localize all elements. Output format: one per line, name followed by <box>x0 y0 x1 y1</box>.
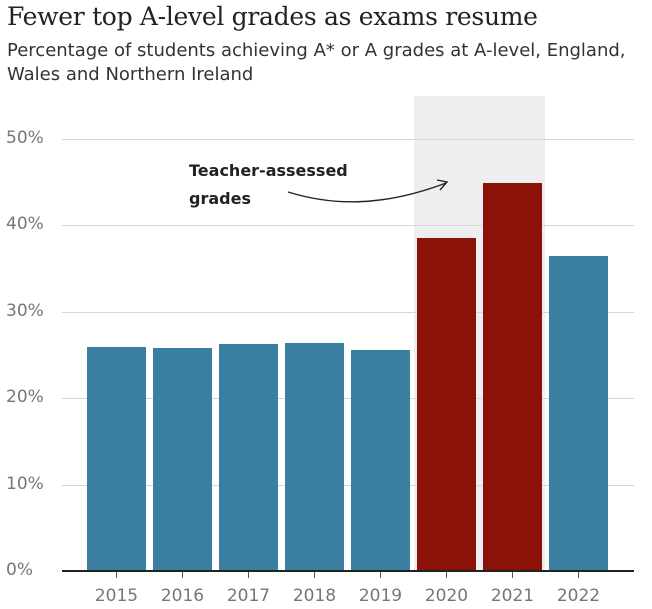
y-axis-label: 20% <box>6 387 44 407</box>
x-tick <box>512 572 513 578</box>
x-axis-label: 2021 <box>490 586 535 606</box>
x-axis-label: 2020 <box>424 586 469 606</box>
x-axis-label: 2022 <box>556 586 601 606</box>
gridline <box>62 312 634 313</box>
gridline <box>62 398 634 399</box>
y-axis-label: 10% <box>6 474 44 494</box>
chart-title: Fewer top A-level grades as exams resume <box>7 2 538 31</box>
bar-2016 <box>153 347 212 571</box>
bar-2015 <box>87 346 146 571</box>
x-tick <box>182 572 183 578</box>
x-axis-label: 2018 <box>292 586 337 606</box>
x-axis-label: 2015 <box>94 586 139 606</box>
bar-2017 <box>219 343 278 571</box>
teacher-assessed-annotation: Teacher-assessed grades <box>189 161 348 208</box>
x-axis-label: 2019 <box>358 586 403 606</box>
gridline <box>62 225 634 226</box>
bar-2019 <box>351 350 410 571</box>
x-axis-baseline <box>62 570 634 572</box>
y-axis-label: 0% <box>6 560 33 580</box>
bar-2018 <box>285 342 344 571</box>
gridline <box>62 485 634 486</box>
y-axis-label: 30% <box>6 301 44 321</box>
bar-2021 <box>483 183 542 571</box>
y-axis-label: 50% <box>6 128 44 148</box>
bar-2020 <box>417 237 476 571</box>
x-tick <box>446 572 447 578</box>
chart-subtitle: Percentage of students achieving A* or A… <box>7 40 626 85</box>
x-tick <box>248 572 249 578</box>
x-tick <box>314 572 315 578</box>
x-axis-label: 2017 <box>226 586 271 606</box>
x-tick <box>380 572 381 578</box>
x-tick <box>116 572 117 578</box>
gridline <box>62 139 634 140</box>
bar-2022 <box>549 256 608 571</box>
y-axis-label: 40% <box>6 214 44 234</box>
x-axis-label: 2016 <box>160 586 205 606</box>
x-tick <box>578 572 579 578</box>
